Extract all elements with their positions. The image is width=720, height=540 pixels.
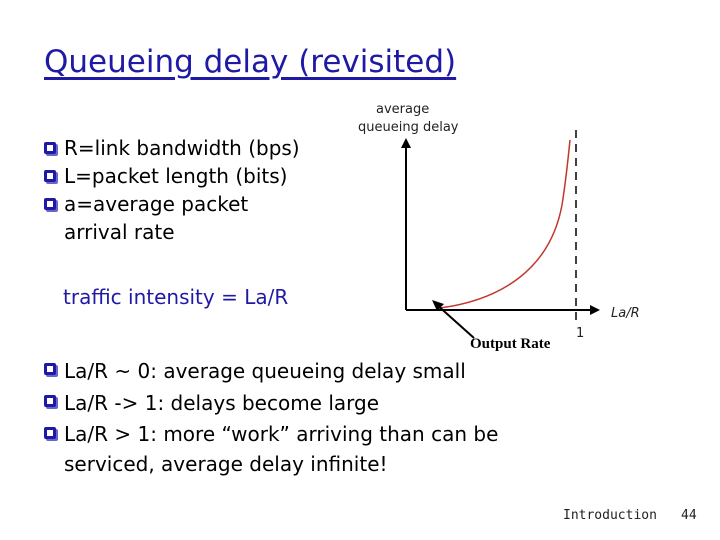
bullet-text: L=packet length (bits) bbox=[64, 164, 288, 188]
bullet-item: a=average packet arrival rate bbox=[44, 190, 344, 246]
delay-curve bbox=[439, 139, 571, 309]
output-rate-label: Output Rate bbox=[470, 336, 551, 352]
output-rate-pointer bbox=[435, 303, 475, 339]
slide-title: Queueing delay (revisited) bbox=[44, 44, 457, 80]
pointer-arrow-icon bbox=[432, 300, 444, 311]
top-bullet-list: R=link bandwidth (bps) L=packet length (… bbox=[44, 134, 344, 246]
checkbox-bullet-icon bbox=[44, 198, 56, 210]
checkbox-bullet-icon bbox=[44, 395, 56, 407]
bullet-text: La/R > 1: more “work” arriving than can … bbox=[64, 422, 499, 476]
bullet-item: R=link bandwidth (bps) bbox=[44, 134, 344, 162]
x-axis-label: La/R bbox=[611, 306, 640, 321]
checkbox-bullet-icon bbox=[44, 427, 56, 439]
bullet-text: R=link bandwidth (bps) bbox=[64, 136, 300, 160]
footer-section-label: Introduction bbox=[563, 508, 657, 523]
bullet-item: La/R > 1: more “work” arriving than can … bbox=[44, 419, 564, 479]
bullet-item: L=packet length (bits) bbox=[44, 162, 344, 190]
y-axis-label-line1: average bbox=[376, 102, 430, 117]
y-axis-arrow-icon bbox=[401, 138, 411, 148]
x-axis-arrow-icon bbox=[590, 305, 600, 315]
bullet-text: La/R ~ 0: average queueing delay small bbox=[64, 359, 466, 383]
y-axis-label-line2: queueing delay bbox=[358, 120, 459, 135]
bullet-text: a=average packet arrival rate bbox=[64, 192, 249, 244]
checkbox-bullet-icon bbox=[44, 142, 56, 154]
bullet-item: La/R -> 1: delays become large bbox=[44, 387, 564, 419]
traffic-intensity-text: traffic intensity = La/R bbox=[63, 285, 289, 309]
footer-page-number: 44 bbox=[681, 508, 697, 523]
tick-one-label: 1 bbox=[576, 326, 585, 341]
bullet-item: La/R ~ 0: average queueing delay small bbox=[44, 355, 564, 387]
bottom-bullet-list: La/R ~ 0: average queueing delay small L… bbox=[44, 355, 564, 479]
checkbox-bullet-icon bbox=[44, 170, 56, 182]
bullet-text: La/R -> 1: delays become large bbox=[64, 391, 380, 415]
checkbox-bullet-icon bbox=[44, 363, 56, 375]
